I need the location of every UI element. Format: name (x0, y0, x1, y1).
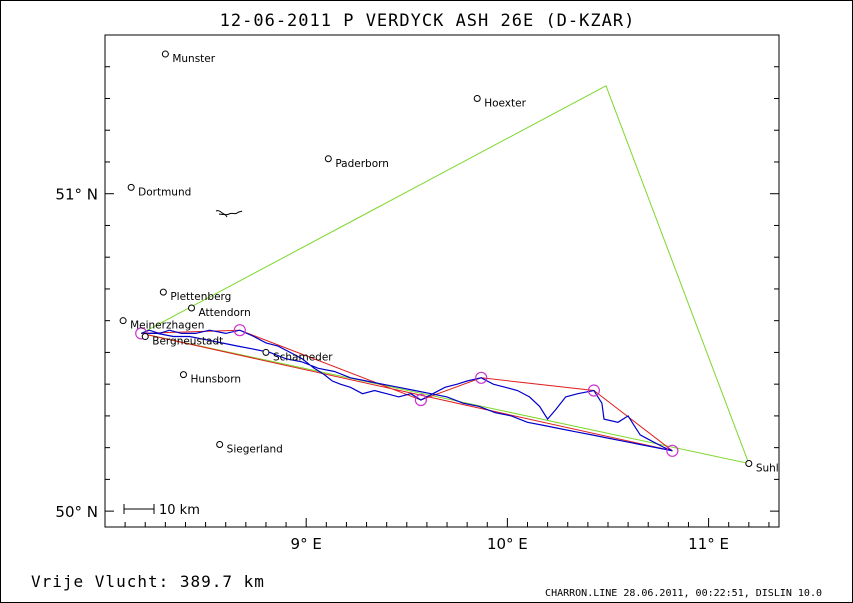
page-title: 12-06-2011 P VERDYCK ASH 26E (D-KZAR) (219, 11, 636, 31)
track-squiggle (215, 210, 243, 218)
place-label: Meinerzhagen (130, 320, 204, 332)
place-label: Paderborn (335, 158, 389, 170)
place-marker (473, 94, 481, 102)
place-marker (127, 183, 135, 191)
footer-credit: CHARRON.LINE 28.06.2011, 00:22:51, DISLI… (545, 588, 822, 599)
x-tick-label: 11° E (688, 535, 729, 553)
x-tick-label: 10° E (487, 535, 528, 553)
place-label: Dortmund (138, 186, 191, 198)
turnpoint-circle (666, 444, 679, 457)
place-label: Attendorn (199, 307, 251, 319)
turnpoint-circle (475, 371, 488, 384)
place-marker (141, 333, 149, 341)
place-marker (216, 440, 224, 448)
task-route-line (140, 85, 750, 465)
place-label: Plettenberg (170, 291, 231, 303)
place-label: Hunsborn (190, 374, 241, 386)
place-label: Schameder (273, 351, 333, 363)
axis-tick-labels: 9° E 10° E 11° E 50° N 51° N (55, 186, 729, 553)
turnpoint-circle (587, 384, 601, 397)
place-label: Suhl (756, 463, 779, 475)
place-label: Munster (172, 53, 215, 65)
map-frame (104, 34, 780, 528)
place-label: Siegerland (227, 443, 283, 455)
place-marker (159, 288, 167, 296)
place-marker (119, 317, 127, 325)
place-marker (324, 155, 332, 163)
flight-track-line (140, 329, 673, 452)
y-tick-label: 51° N (55, 186, 98, 204)
y-tick-label: 50° N (55, 503, 98, 521)
scale-bar-label: 10 km (159, 503, 200, 518)
place-marker (188, 304, 196, 312)
turnpoint-circle (414, 393, 427, 407)
turnpoint-circle (233, 324, 246, 337)
axis-ticks (105, 66, 779, 527)
place-marker (262, 348, 270, 356)
place-markers: Munster Hoexter Paderborn Dortmund Plettenbe… (119, 50, 779, 475)
place-marker (745, 460, 753, 468)
turnpoint-circles (135, 324, 679, 457)
free-flight-distance: Vrije Vlucht: 389.7 km (31, 572, 265, 591)
scale-bar: 10 km (123, 503, 200, 518)
place-label: Bergneustadt (152, 336, 223, 348)
place-label: Hoexter (484, 97, 526, 109)
turnpoint-circle (135, 327, 148, 340)
x-tick-label: 9° E (291, 535, 322, 553)
place-marker (179, 371, 187, 379)
place-marker (161, 50, 169, 58)
